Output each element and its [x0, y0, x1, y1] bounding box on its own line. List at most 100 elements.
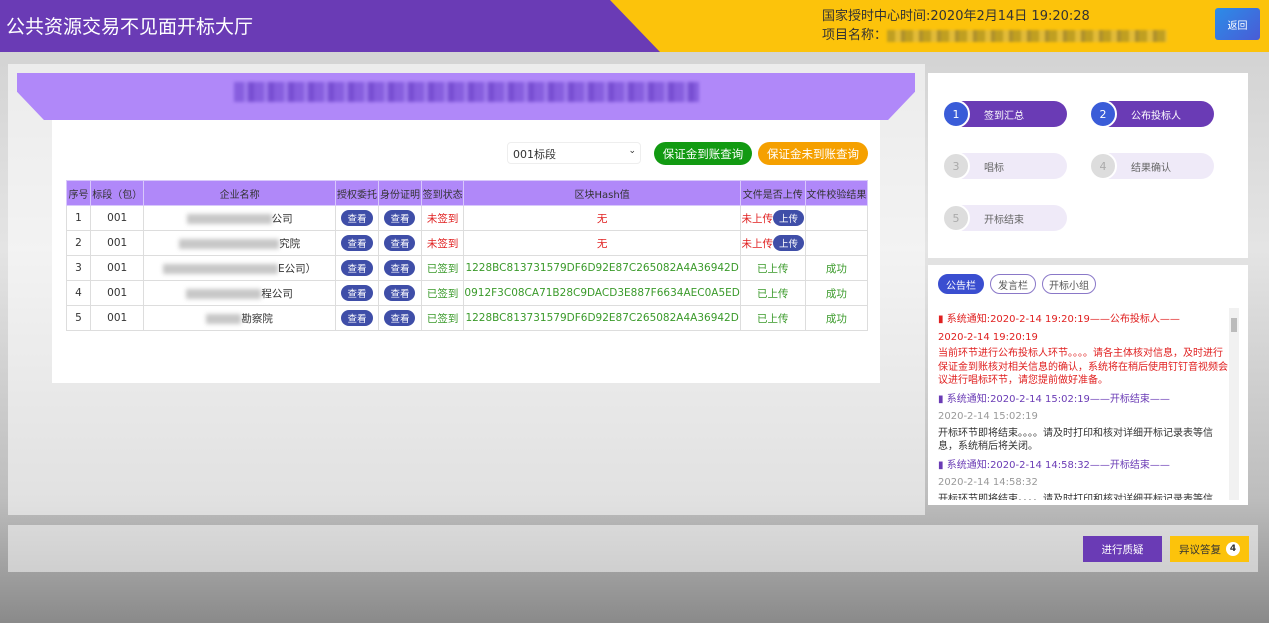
bidder-table: 序号 标段（包） 企业名称 授权委托 身份证明 签到状态 区块Hash值 文件是否上传 文件校验… — [65, 180, 869, 331]
company-name-redacted — [186, 213, 272, 224]
chevron-down-icon: ⌄ — [628, 146, 636, 156]
table-row: 2 001 究院 查看 查看 未签到 无 未上传 上传 — [65, 230, 869, 256]
project-name: 项目名称： — [822, 26, 1168, 45]
upload-status-cell: 已上传 — [739, 280, 806, 306]
lot-cell: 001 — [90, 280, 145, 306]
column-header: 序号 — [65, 180, 92, 206]
step-label: 开标结束 — [984, 214, 1024, 226]
server-time: 国家授时中心时间:2020年2月14日 19:20:28 — [822, 7, 1167, 26]
row-number: 1 — [65, 205, 92, 231]
view-authorization-button[interactable]: 查看 — [341, 235, 373, 251]
company-cell: 勘察院 — [143, 305, 336, 331]
objection-count-badge: 4 — [1226, 542, 1240, 556]
id-proof-cell: 查看 — [378, 255, 422, 281]
project-label: 项目名称： — [822, 28, 888, 43]
view-authorization-button[interactable]: 查看 — [341, 210, 373, 226]
objection-reply-label: 异议答复 — [1179, 543, 1221, 556]
lot-select-value: 001标段 — [513, 148, 556, 161]
tab-speeches[interactable]: 发言栏 — [990, 274, 1036, 294]
step-1[interactable]: 1 签到汇总 — [942, 100, 1067, 128]
message-body: 当前环节进行公布投标人环节。。。。请各主体核对信息，及时进行保证金到账核对相关信… — [938, 348, 1228, 386]
message-time: 2020-2-14 19:20:19 — [938, 331, 1038, 343]
notice-message: ▮ 系统通知:2020-2-14 19:20:19——公布投标人—— 2020-… — [938, 313, 1228, 388]
step-5[interactable]: 5 开标结束 — [942, 204, 1067, 232]
company-suffix: 程公司 — [261, 287, 293, 300]
message-list: ▮ 系统通知:2020-2-14 19:20:19——公布投标人—— 2020-… — [938, 313, 1228, 500]
signin-status: 未签到 — [420, 205, 465, 231]
objection-reply-button[interactable]: 异议答复 4 — [1170, 536, 1249, 562]
time-label: 国家授时中心时间: — [822, 9, 931, 24]
upload-button[interactable]: 上传 — [773, 210, 805, 226]
time-value: 2020年2月14日 19:20:28 — [930, 9, 1090, 24]
progress-steps: 1 签到汇总 2 公布投标人 3 唱标 4 结果确认 5 开标结束 — [928, 73, 1248, 258]
lot-cell: 001 — [90, 305, 145, 331]
signin-status: 未签到 — [420, 230, 465, 256]
lot-select[interactable]: 001标段 ⌄ — [507, 142, 641, 164]
column-header: 文件校验结果 — [804, 180, 869, 206]
column-header: 标段（包） — [90, 180, 145, 206]
lot-cell: 001 — [90, 230, 145, 256]
verify-result — [804, 205, 869, 231]
view-id-proof-button[interactable]: 查看 — [384, 310, 416, 326]
message-body: 开标环节即将结束。。。。请及时打印和核对详细开标记录表等信息，系统稍后将关闭。 — [938, 493, 1213, 501]
id-proof-cell: 查看 — [378, 230, 422, 256]
hash-value: 0912F3C08CA71B28C9DACD3E887F6634AEC0A5ED — [463, 280, 741, 306]
hash-value: 无 — [463, 205, 741, 231]
scrollbar-thumb[interactable] — [1231, 318, 1237, 332]
notice-message: ▮ 系统通知:2020-2-14 15:02:19——开标结束—— 2020-2… — [938, 393, 1228, 454]
view-authorization-button[interactable]: 查看 — [341, 310, 373, 326]
upload-status: 未上传 — [741, 213, 774, 225]
step-label: 公布投标人 — [1131, 110, 1181, 122]
view-id-proof-button[interactable]: 查看 — [384, 210, 416, 226]
company-name-redacted — [186, 288, 262, 299]
company-name-redacted — [179, 238, 280, 249]
notice-panel — [928, 265, 1248, 505]
message-time: 2020-2-14 14:58:32 — [938, 477, 1038, 488]
step-number: 2 — [1089, 100, 1117, 128]
bookmark-icon: ▮ — [938, 393, 944, 405]
notice-message: ▮ 系统通知:2020-2-14 14:58:32——开标结束—— 2020-2… — [938, 459, 1228, 501]
header-title-band — [0, 0, 660, 52]
step-2[interactable]: 2 公布投标人 — [1089, 100, 1214, 128]
step-4[interactable]: 4 结果确认 — [1089, 152, 1214, 180]
upload-status: 已上传 — [757, 262, 789, 275]
step-label: 结果确认 — [1131, 162, 1171, 174]
bookmark-icon: ▮ — [938, 459, 944, 471]
row-number: 2 — [65, 230, 92, 256]
view-id-proof-button[interactable]: 查看 — [384, 260, 416, 276]
company-name-redacted — [163, 263, 278, 274]
deposit-not-received-button[interactable]: 保证金未到账查询 — [758, 142, 868, 165]
table-row: 4 001 程公司 查看 查看 已签到 0912F3C08CA71B28C9DA… — [65, 280, 869, 306]
step-3[interactable]: 3 唱标 — [942, 152, 1067, 180]
step-number: 4 — [1089, 152, 1117, 180]
tab-bid-team[interactable]: 开标小组 — [1042, 274, 1096, 294]
upload-status-cell: 已上传 — [739, 305, 806, 331]
upload-status: 未上传 — [741, 238, 774, 250]
tab-announcements[interactable]: 公告栏 — [938, 274, 984, 294]
signin-status: 已签到 — [420, 305, 465, 331]
step-number: 3 — [942, 152, 970, 180]
verify-result: 成功 — [804, 255, 869, 281]
company-cell: 究院 — [143, 230, 336, 256]
row-number: 3 — [65, 255, 92, 281]
company-suffix: 究院 — [279, 237, 301, 250]
raise-question-button[interactable]: 进行质疑 — [1083, 536, 1162, 562]
view-authorization-button[interactable]: 查看 — [341, 285, 373, 301]
view-id-proof-button[interactable]: 查看 — [384, 285, 416, 301]
deposit-received-button[interactable]: 保证金到账查询 — [654, 142, 752, 165]
verify-result: 成功 — [804, 280, 869, 306]
verify-result: 成功 — [804, 305, 869, 331]
company-cell: 公司 — [143, 205, 336, 231]
view-id-proof-button[interactable]: 查看 — [384, 235, 416, 251]
header-info: 国家授时中心时间:2020年2月14日 19:20:28 项目名称： — [822, 7, 1168, 45]
table-row: 3 001 E公司） 查看 查看 已签到 1228BC813731579DF6D… — [65, 255, 869, 281]
lot-cell: 001 — [90, 255, 145, 281]
step-label: 签到汇总 — [984, 110, 1024, 122]
column-header: 签到状态 — [420, 180, 465, 206]
upload-button[interactable]: 上传 — [773, 235, 805, 251]
message-scrollbar[interactable] — [1229, 308, 1239, 500]
back-button[interactable]: 返回 — [1215, 8, 1260, 40]
verify-result — [804, 230, 869, 256]
footer-bar — [8, 525, 1258, 572]
view-authorization-button[interactable]: 查看 — [341, 260, 373, 276]
